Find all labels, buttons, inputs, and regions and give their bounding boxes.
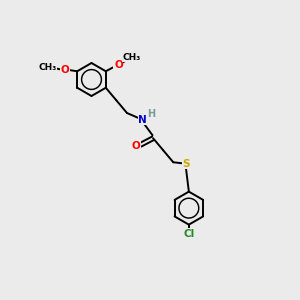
Text: O: O bbox=[132, 141, 141, 151]
Text: CH₃: CH₃ bbox=[38, 63, 56, 72]
Text: N: N bbox=[138, 115, 147, 124]
Text: Cl: Cl bbox=[183, 229, 194, 238]
Text: H: H bbox=[148, 109, 156, 118]
Text: O: O bbox=[60, 65, 69, 75]
Text: CH₃: CH₃ bbox=[123, 52, 141, 62]
Text: O: O bbox=[114, 60, 123, 70]
Text: S: S bbox=[182, 159, 190, 169]
